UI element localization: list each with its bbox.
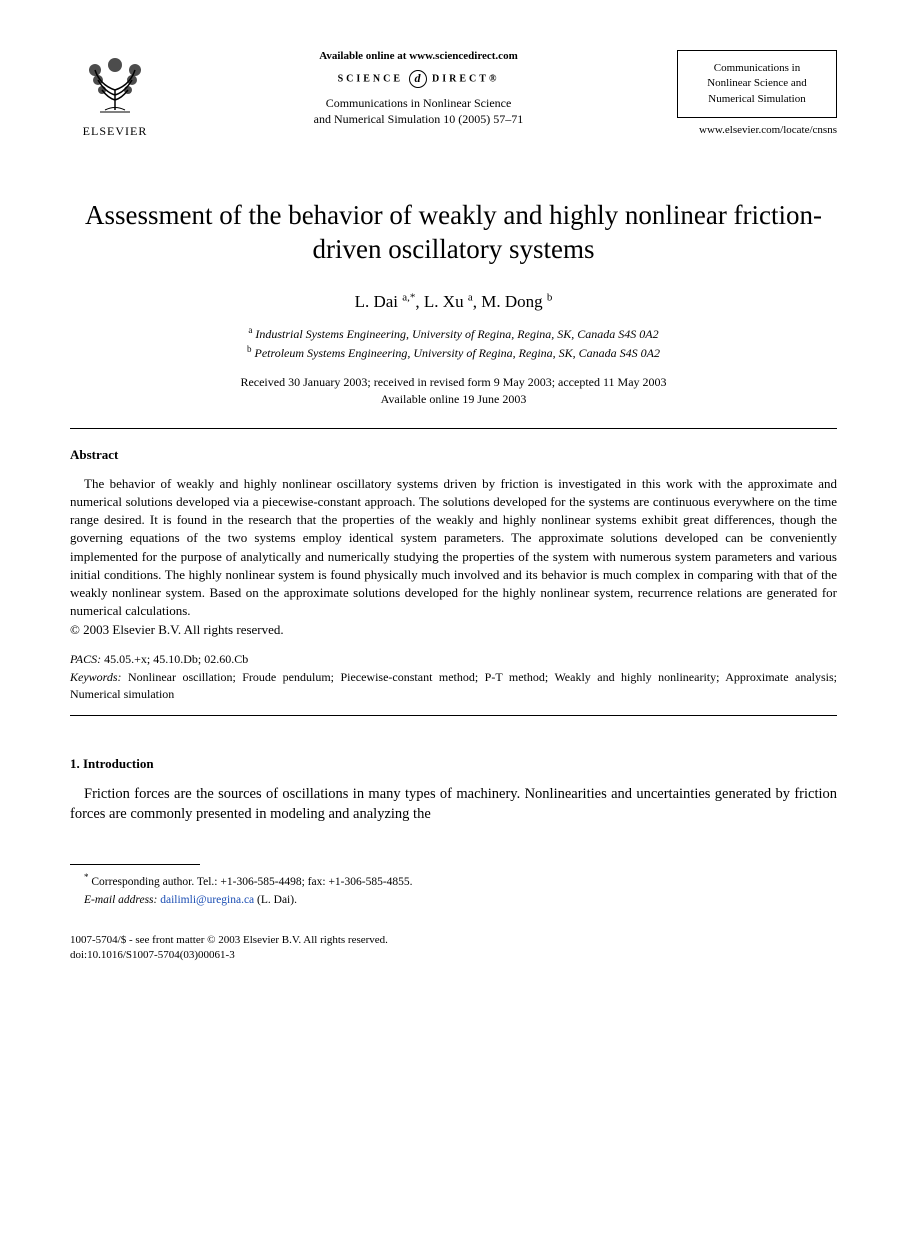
front-matter-line: 1007-5704/$ - see front matter © 2003 El… xyxy=(70,933,837,948)
abstract-heading: Abstract xyxy=(70,447,837,463)
page-header: ELSEVIER Available online at www.science… xyxy=(70,50,837,139)
author: L. Xu a xyxy=(424,292,473,311)
sd-left: SCIENCE xyxy=(338,73,403,84)
header-center: Available online at www.sciencedirect.co… xyxy=(160,50,677,127)
publisher-name: ELSEVIER xyxy=(70,124,160,139)
pacs-codes: 45.05.+x; 45.10.Db; 02.60.Cb xyxy=(104,652,248,666)
journal-url[interactable]: www.elsevier.com/locate/cnsns xyxy=(677,124,837,136)
publisher-logo: ELSEVIER xyxy=(70,50,160,139)
affiliations: a Industrial Systems Engineering, Univer… xyxy=(70,324,837,362)
doi-line: doi:10.1016/S1007-5704(03)00061-3 xyxy=(70,948,837,963)
article-dates: Received 30 January 2003; received in re… xyxy=(70,374,837,408)
journal-title-box: Communications in Nonlinear Science and … xyxy=(677,50,837,118)
email-link[interactable]: dailimli@uregina.ca xyxy=(160,894,254,906)
paper-title: Assessment of the behavior of weakly and… xyxy=(70,199,837,267)
affiliation: a Industrial Systems Engineering, Univer… xyxy=(70,324,837,343)
page-footer: 1007-5704/$ - see front matter © 2003 El… xyxy=(70,933,837,964)
authors-line: L. Dai a,*, L. Xu a, M. Dong b xyxy=(70,292,837,313)
footnote-rule xyxy=(70,864,200,865)
sd-at-icon: d xyxy=(409,70,427,88)
sciencedirect-logo: SCIENCE d DIRECT® xyxy=(180,70,657,88)
elsevier-tree-icon xyxy=(80,50,150,120)
author: M. Dong b xyxy=(481,292,552,311)
keywords-label: Keywords: xyxy=(70,670,122,684)
keywords-text: Nonlinear oscillation; Froude pendulum; … xyxy=(70,670,837,701)
intro-heading: 1. Introduction xyxy=(70,756,837,772)
pacs-label: PACS: xyxy=(70,652,101,666)
copyright-line: © 2003 Elsevier B.V. All rights reserved… xyxy=(70,622,837,638)
available-online-text: Available online at www.sciencedirect.co… xyxy=(180,50,657,62)
affiliation: b Petroleum Systems Engineering, Univers… xyxy=(70,343,837,362)
abstract-body: The behavior of weakly and highly nonlin… xyxy=(70,475,837,621)
email-footnote: E-mail address: dailimli@uregina.ca (L. … xyxy=(70,892,837,909)
pacs-line: PACS: 45.05.+x; 45.10.Db; 02.60.Cb xyxy=(70,652,837,667)
header-right: Communications in Nonlinear Science and … xyxy=(677,50,837,136)
corresponding-author-footnote: * Corresponding author. Tel.: +1-306-585… xyxy=(70,871,837,891)
divider xyxy=(70,428,837,429)
author: L. Dai a,* xyxy=(355,292,416,311)
keywords-line: Keywords: Nonlinear oscillation; Froude … xyxy=(70,669,837,703)
sd-right: DIRECT® xyxy=(432,73,499,84)
divider xyxy=(70,715,837,716)
intro-body: Friction forces are the sources of oscil… xyxy=(70,784,837,825)
journal-reference: Communications in Nonlinear Science and … xyxy=(180,96,657,127)
